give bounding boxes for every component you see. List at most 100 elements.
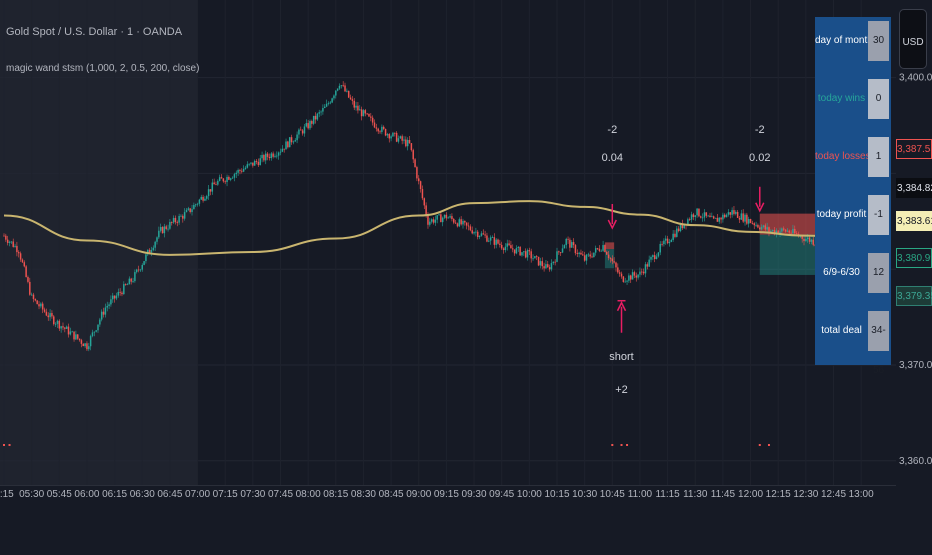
candle-body xyxy=(213,182,215,185)
candle-body xyxy=(272,153,274,157)
candle-body xyxy=(353,100,355,108)
candle-body xyxy=(371,117,374,123)
candle-body xyxy=(248,163,250,165)
candle-body xyxy=(414,159,416,168)
candle-body xyxy=(288,137,291,148)
shaded-session xyxy=(0,0,198,485)
candle-body xyxy=(711,216,713,218)
candle-body xyxy=(132,281,134,282)
candle-body xyxy=(567,238,569,240)
stats-row-period: 6/9-6/30 12 xyxy=(815,249,891,297)
candle-body xyxy=(639,271,641,275)
candle-body xyxy=(170,221,173,223)
candle-body xyxy=(128,278,131,285)
candle-body xyxy=(482,233,485,235)
candle-body xyxy=(427,215,429,225)
candle-body xyxy=(228,176,230,180)
candle-body xyxy=(323,106,326,109)
time-tick-label: 08:15 xyxy=(323,489,348,500)
candle-body xyxy=(241,170,243,172)
candle-body xyxy=(690,214,693,220)
candle-body xyxy=(495,239,497,245)
candle-body xyxy=(229,178,232,180)
candle-body xyxy=(757,224,759,228)
symbol-title[interactable]: Gold Spot / U.S. Dollar · 1 · OANDA xyxy=(6,26,183,38)
candle-body xyxy=(38,304,40,307)
candle-body xyxy=(139,269,142,271)
candle-body xyxy=(508,243,510,246)
candle-body xyxy=(729,212,732,215)
candle-body xyxy=(135,269,138,273)
candle-body xyxy=(163,226,166,234)
candle-body xyxy=(440,214,442,223)
price-tick-label: 3,360.000 xyxy=(899,456,932,467)
candle-body xyxy=(397,138,400,142)
candle-body xyxy=(106,305,108,308)
candle-body xyxy=(112,295,114,300)
candle-body xyxy=(200,196,202,200)
candle-body xyxy=(613,261,615,263)
candle-body xyxy=(182,215,184,219)
candle-body xyxy=(263,155,265,161)
signal-dot xyxy=(3,444,5,446)
candle-body xyxy=(488,240,490,242)
candle-body xyxy=(54,323,57,325)
candle-body xyxy=(764,225,767,230)
candle-body xyxy=(458,219,461,227)
candle-body xyxy=(742,213,744,222)
candle-body xyxy=(16,245,18,253)
candle-body xyxy=(91,332,94,337)
candle-body xyxy=(746,214,748,224)
candle-body xyxy=(580,252,582,255)
indicator-legend[interactable]: magic wand stsm (1,000, 2, 0.5, 200, clo… xyxy=(6,63,200,74)
price-axis[interactable]: 3,360.000 3,370.000 3,400.000 xyxy=(896,0,932,485)
time-tick-label: 12:30 xyxy=(793,489,818,500)
candle-body xyxy=(311,121,313,124)
candle-body xyxy=(462,220,464,225)
time-tick-label: 10:45 xyxy=(600,489,625,500)
candle-body xyxy=(775,230,778,234)
candle-body xyxy=(718,217,720,222)
candle-body xyxy=(340,85,343,87)
candle-body xyxy=(611,258,614,262)
candle-body xyxy=(543,266,545,269)
candle-body xyxy=(687,219,689,226)
candle-body xyxy=(150,250,153,253)
candle-body xyxy=(535,256,538,257)
candle-body xyxy=(451,216,453,220)
time-tick-label: 07:45 xyxy=(268,489,293,500)
candle-body xyxy=(475,231,477,233)
signal-dot xyxy=(620,444,623,446)
currency-button[interactable]: USD xyxy=(899,9,927,69)
candle-body xyxy=(604,245,606,252)
candle-body xyxy=(617,267,619,273)
candle-body xyxy=(250,162,252,164)
time-axis[interactable]: 5:1505:3005:4506:0006:1506:3006:4507:000… xyxy=(0,489,874,500)
candle-body xyxy=(432,219,435,223)
candle-body xyxy=(298,129,300,135)
candle-body xyxy=(759,227,761,230)
candle-body xyxy=(493,237,496,245)
candle-body xyxy=(301,130,304,134)
candle-body xyxy=(169,221,171,229)
candle-body xyxy=(73,331,75,340)
time-tick-label: 06:45 xyxy=(157,489,182,500)
candle-body xyxy=(233,174,236,178)
candle-body xyxy=(677,228,680,232)
candle-body xyxy=(104,307,107,315)
candle-body xyxy=(652,255,654,258)
candle-body xyxy=(379,131,381,133)
candle-body xyxy=(480,233,483,236)
candle-body xyxy=(410,143,413,151)
candle-body xyxy=(322,108,324,112)
candle-body xyxy=(620,273,623,277)
candle-body xyxy=(134,272,136,282)
candle-body xyxy=(521,252,523,256)
candle-body xyxy=(187,208,190,210)
candle-body xyxy=(342,85,344,87)
candle-body xyxy=(582,254,584,256)
candle-body xyxy=(513,249,516,254)
candle-body xyxy=(694,215,696,217)
